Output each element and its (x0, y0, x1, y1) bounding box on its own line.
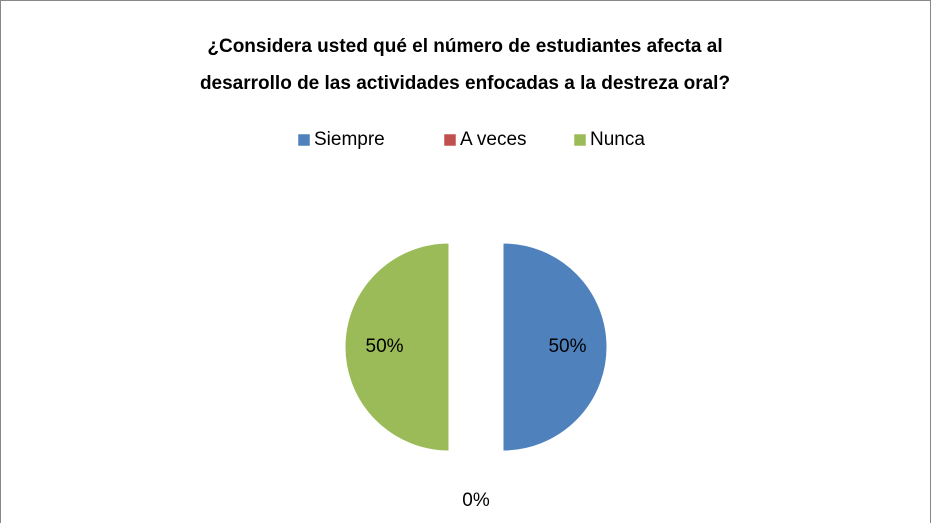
chart-title: desarrollo de las actividades enfocadas … (200, 73, 730, 94)
data-label: 50% (548, 336, 586, 357)
legend-label: A veces (460, 129, 527, 150)
pie-slice (344, 242, 450, 452)
legend-swatch (443, 133, 457, 147)
legend-label: Nunca (590, 129, 645, 150)
legend-swatch (573, 133, 587, 147)
legend-label: Siempre (314, 129, 385, 150)
data-label: 50% (366, 336, 404, 357)
legend-swatch (297, 133, 311, 147)
data-label: 0% (462, 490, 490, 511)
pie-slice (502, 242, 608, 452)
chart-title: ¿Considera usted qué el número de estudi… (207, 36, 722, 57)
